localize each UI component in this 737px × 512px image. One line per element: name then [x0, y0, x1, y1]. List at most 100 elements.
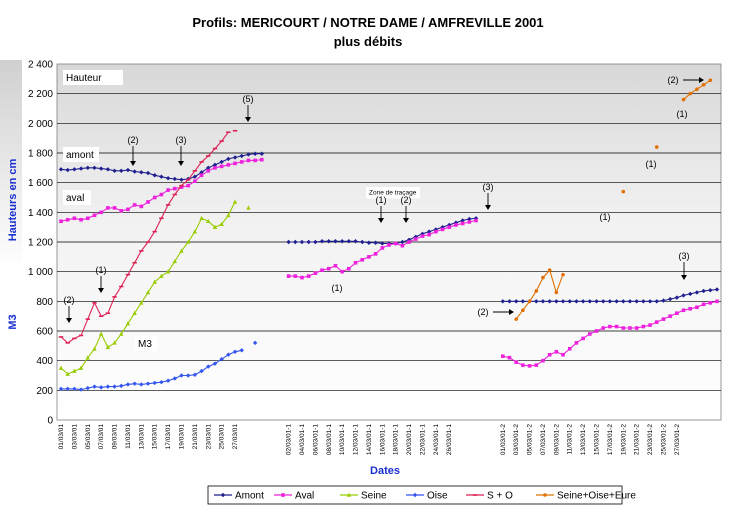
data-point — [347, 266, 351, 271]
annotation-note: (1) — [677, 109, 688, 119]
legend-label: S + O — [487, 491, 513, 502]
data-point — [427, 232, 431, 237]
data-point — [621, 189, 626, 194]
data-point — [554, 290, 559, 295]
data-point — [534, 289, 539, 293]
data-point — [387, 243, 391, 247]
data-point — [192, 174, 198, 179]
data-point — [159, 174, 164, 179]
x-tick-label: 21/03/01-2 — [634, 424, 641, 455]
data-point — [192, 170, 198, 172]
data-point — [125, 321, 131, 326]
data-point — [694, 290, 700, 295]
arrow-head — [98, 288, 104, 293]
data-point — [78, 334, 84, 337]
label-amont-text: amont — [66, 150, 94, 161]
data-point — [547, 299, 552, 304]
x-tick-label: 03/03/01-2 — [513, 424, 520, 455]
data-point — [179, 373, 184, 378]
data-point — [601, 326, 606, 330]
data-point — [360, 258, 365, 262]
data-point — [299, 239, 305, 245]
data-point — [621, 326, 626, 330]
data-point — [460, 218, 465, 223]
data-point — [98, 315, 104, 317]
data-point — [132, 261, 137, 264]
data-point — [232, 349, 238, 354]
data-point — [407, 240, 411, 244]
data-point — [125, 167, 131, 173]
label-hauteur: Hauteur — [63, 70, 123, 85]
x-tick-label: 26/03/01-1 — [446, 424, 453, 455]
data-point — [159, 273, 164, 278]
data-point — [179, 177, 184, 182]
data-point — [206, 364, 211, 369]
data-point — [580, 299, 586, 304]
data-point — [185, 239, 191, 244]
data-point — [119, 285, 124, 288]
data-point — [293, 274, 298, 278]
data-point — [688, 306, 693, 311]
data-point — [253, 158, 257, 163]
data-point — [326, 239, 331, 244]
x-tick-label: 03/03/01 — [71, 424, 78, 450]
x-tick-label: 11/03/01-2 — [567, 424, 574, 455]
data-point — [72, 216, 77, 221]
data-point — [58, 386, 64, 392]
data-point — [65, 371, 70, 376]
data-point — [260, 157, 264, 162]
data-point — [112, 384, 117, 389]
data-point — [145, 170, 151, 176]
data-point — [534, 363, 539, 367]
x-tick-label: 20/03/01-1 — [406, 424, 413, 455]
x-tick-label: 25/03/01 — [219, 424, 226, 450]
data-point — [320, 268, 324, 272]
legend-swatch-marker — [281, 493, 285, 497]
data-point — [226, 212, 231, 218]
annotation-note: (3) — [679, 251, 690, 261]
data-point — [78, 387, 84, 392]
y-tick-label: 600 — [36, 327, 53, 338]
y-tick-label: 0 — [47, 416, 53, 427]
data-point — [226, 163, 231, 167]
x-tick-label: 09/03/01 — [112, 424, 119, 450]
data-point — [608, 324, 612, 329]
data-point — [527, 299, 532, 304]
data-point — [393, 241, 398, 246]
data-point — [199, 368, 204, 374]
data-point — [627, 299, 633, 304]
x-tick-label: 15/03/01 — [152, 424, 159, 450]
data-point — [226, 352, 231, 357]
annotation-note: (2) — [64, 295, 75, 305]
x-tick-label: 24/03/01-1 — [433, 424, 440, 455]
data-point — [380, 241, 385, 246]
data-point — [139, 204, 144, 209]
data-point — [520, 299, 526, 304]
y-axis-label: Hauteurs en cm — [7, 159, 19, 242]
data-point — [607, 299, 613, 304]
data-point — [534, 299, 539, 304]
data-point — [567, 299, 572, 304]
data-point — [500, 299, 505, 304]
data-point — [72, 386, 77, 392]
data-point — [500, 354, 505, 359]
data-point — [199, 170, 204, 175]
x-tick-label: 25/03/01-2 — [660, 424, 667, 455]
x-tick-label: 17/03/01 — [165, 424, 172, 450]
data-point — [132, 310, 137, 315]
data-point — [199, 161, 204, 163]
legend-swatch-marker — [220, 492, 226, 498]
legend-item-seine-oise-eure: Seine+Oise+Eure — [536, 491, 636, 502]
data-point — [125, 273, 131, 276]
data-point — [300, 275, 304, 280]
data-point — [105, 344, 111, 350]
data-point — [65, 386, 70, 392]
data-point — [185, 373, 191, 378]
data-point — [226, 156, 231, 162]
data-point — [119, 209, 124, 213]
data-point — [219, 221, 224, 226]
data-point — [179, 248, 184, 253]
data-point — [540, 299, 546, 304]
data-point — [206, 218, 211, 224]
data-point — [400, 243, 405, 248]
